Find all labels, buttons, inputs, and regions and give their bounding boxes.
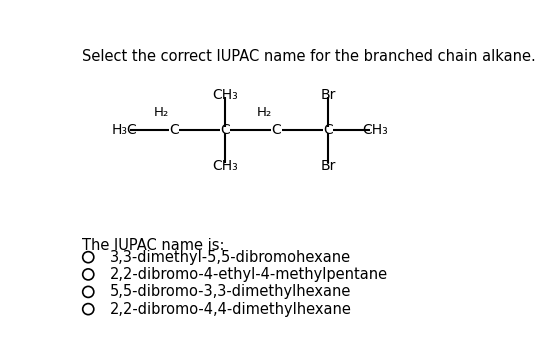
Text: 2,2-dibromo-4-ethyl-4-methylpentane: 2,2-dibromo-4-ethyl-4-methylpentane: [110, 267, 388, 282]
Text: 2,2-dibromo-4,4-dimethylhexane: 2,2-dibromo-4,4-dimethylhexane: [110, 302, 352, 317]
Text: H₃C: H₃C: [112, 123, 137, 137]
Text: C: C: [220, 123, 230, 137]
Text: 5,5-dibromo-3,3-dimethylhexane: 5,5-dibromo-3,3-dimethylhexane: [110, 284, 351, 299]
Text: H₂: H₂: [257, 106, 272, 119]
Text: Br: Br: [320, 88, 336, 102]
Text: C: C: [169, 123, 179, 137]
Text: CH₃: CH₃: [213, 159, 238, 173]
Text: H₂: H₂: [154, 106, 169, 119]
Text: C: C: [323, 123, 333, 137]
Text: CH₃: CH₃: [213, 88, 238, 102]
Text: Select the correct IUPAC name for the branched chain alkane.: Select the correct IUPAC name for the br…: [82, 49, 535, 65]
Text: 3,3-dimethyl-5,5-dibromohexane: 3,3-dimethyl-5,5-dibromohexane: [110, 250, 351, 265]
Text: The IUPAC name is:: The IUPAC name is:: [82, 238, 224, 253]
Text: Br: Br: [320, 159, 336, 173]
Text: C: C: [272, 123, 282, 137]
Text: CH₃: CH₃: [362, 123, 388, 137]
